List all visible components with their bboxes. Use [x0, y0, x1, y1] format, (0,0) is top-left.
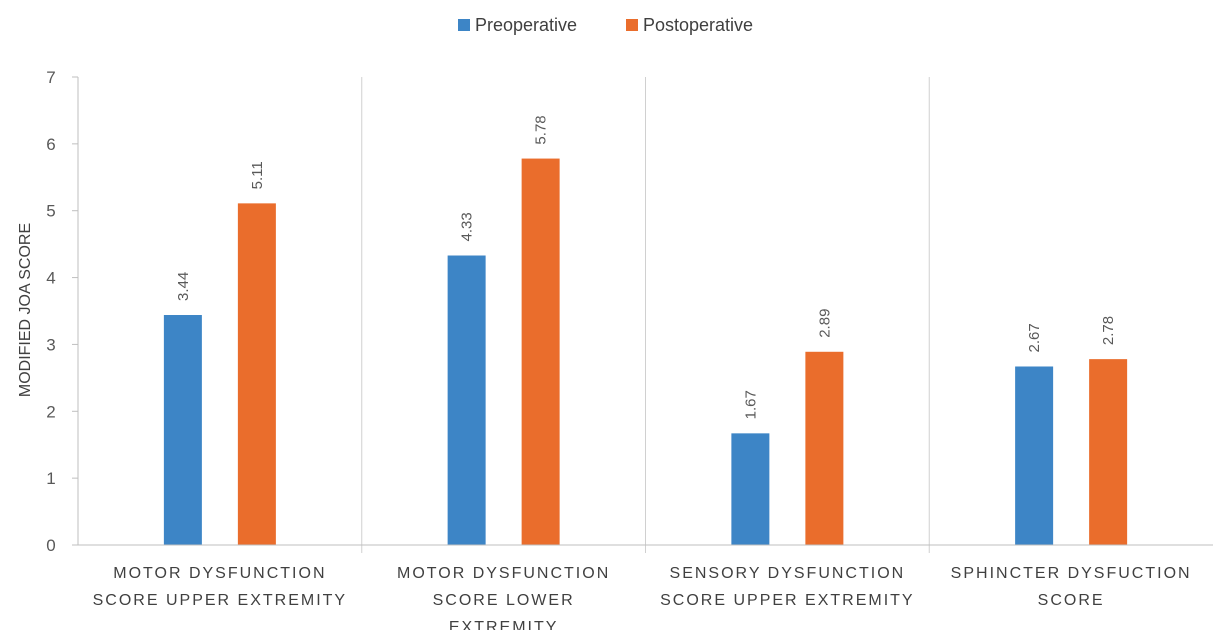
legend-swatch-1: [626, 19, 638, 31]
y-axis-title: MODIFIED JOA SCORE: [17, 223, 34, 397]
y-tick-label: 2: [46, 402, 55, 421]
y-tick-label: 4: [46, 269, 55, 288]
data-label-postoperative-1: 5.78: [533, 115, 550, 144]
y-tick-label: 3: [46, 335, 55, 354]
data-labels: 3.44 5.11 4.33 5.78 1.67 2.89 2.67 2.78: [175, 115, 1117, 419]
bar-postoperative-0: [237, 203, 276, 546]
y-tick-label: 6: [46, 135, 55, 154]
data-label-postoperative-0: 5.11: [249, 161, 266, 189]
legend-label-1: Postoperative: [643, 15, 753, 35]
bars: [163, 158, 1128, 546]
category-label-0-line-0: MOTOR DYSFUNCTION: [113, 565, 326, 582]
data-label-postoperative-2: 2.89: [816, 309, 833, 338]
data-label-preoperative-3: 2.67: [1026, 323, 1043, 352]
data-label-preoperative-1: 4.33: [459, 212, 476, 241]
y-tick-label: 5: [46, 202, 55, 221]
data-label-preoperative-0: 3.44: [175, 272, 192, 301]
legend: Preoperative Postoperative: [458, 15, 753, 35]
bar-preoperative-3: [1015, 366, 1054, 545]
category-label-0-line-1: SCORE UPPER EXTREMITY: [93, 592, 347, 609]
data-label-preoperative-2: 1.67: [742, 390, 759, 419]
category-label-2-line-1: SCORE UPPER EXTREMITY: [660, 592, 914, 609]
category-label-1-line-2: EXTREMITY: [449, 619, 559, 630]
category-label-3-line-0: SPHINCTER DYSFUCTION: [951, 565, 1192, 582]
category-label-3-line-1: SCORE: [1038, 592, 1105, 609]
category-separators: [361, 77, 930, 553]
x-axis: MOTOR DYSFUNCTION SCORE UPPER EXTREMITY MO…: [78, 544, 1213, 630]
y-tick-label: 7: [46, 68, 55, 87]
bar-preoperative-1: [447, 255, 486, 545]
data-label-postoperative-3: 2.78: [1100, 316, 1117, 345]
y-tick-label: 1: [46, 469, 55, 488]
legend-label-0: Preoperative: [475, 15, 577, 35]
category-label-1-line-1: SCORE LOWER: [433, 592, 575, 609]
y-tick-label: 0: [46, 536, 55, 555]
legend-swatch-0: [458, 19, 470, 31]
bar-preoperative-2: [731, 433, 770, 545]
y-axis: 0 1 2 3 4 5 6 7: [46, 68, 79, 555]
bar-postoperative-3: [1089, 359, 1128, 545]
bar-preoperative-0: [163, 315, 202, 545]
category-label-1-line-0: MOTOR DYSFUNCTION: [397, 565, 610, 582]
category-label-2-line-0: SENSORY DYSFUNCTION: [670, 565, 906, 582]
bar-postoperative-1: [521, 158, 560, 545]
bar-postoperative-2: [805, 351, 844, 545]
